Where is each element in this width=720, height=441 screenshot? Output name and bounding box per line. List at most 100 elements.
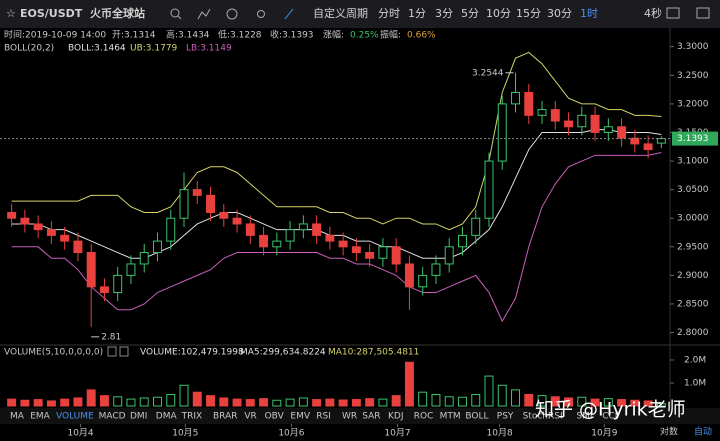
- indicator-tab[interactable]: ROC: [414, 412, 434, 422]
- camera-icon[interactable]: [666, 7, 680, 19]
- candle-body: [285, 229, 295, 242]
- volume-bar: [259, 398, 269, 407]
- candle-body: [550, 109, 560, 122]
- candle-body: [497, 103, 507, 162]
- volume-bar: [590, 398, 600, 407]
- indicator-tab[interactable]: SAR: [362, 412, 380, 422]
- settings-icon[interactable]: [226, 8, 238, 20]
- candle-body: [60, 234, 70, 242]
- volume-bar: [153, 396, 162, 407]
- candle-body: [630, 137, 640, 145]
- volume-tick-label: 1.0M: [684, 378, 706, 388]
- indicator-tab[interactable]: BOLL: [465, 412, 488, 422]
- theme-icon[interactable]: [257, 10, 265, 18]
- indicator-tab[interactable]: RSI: [316, 412, 331, 422]
- price-tag-box: [672, 131, 718, 146]
- indicator-tab[interactable]: WR: [342, 412, 357, 422]
- volume-bar: [325, 398, 335, 407]
- volume-bar: [298, 397, 308, 407]
- volume-bar: [643, 400, 653, 407]
- fullscreen-icon[interactable]: [696, 7, 710, 19]
- y-tick-label: 3.3000: [677, 42, 709, 52]
- indicator-icon[interactable]: [197, 8, 211, 20]
- indicator-tab[interactable]: MACD: [99, 412, 126, 422]
- exchange[interactable]: 火币全球站: [90, 6, 145, 20]
- indicator-tab[interactable]: OBV: [265, 412, 285, 422]
- boll-ub: UB:3.1779: [130, 44, 178, 54]
- period-button[interactable]: 分时: [378, 7, 400, 20]
- volume-bar: [471, 393, 481, 407]
- volume-bar: [20, 399, 30, 407]
- candle-body: [86, 252, 96, 288]
- settings-box[interactable]: [107, 346, 117, 357]
- candle-body: [232, 217, 242, 225]
- volume-bar: [73, 397, 83, 407]
- indicator-tab[interactable]: StochRSI: [523, 412, 563, 422]
- indicator-tab[interactable]: PSY: [497, 412, 514, 422]
- candle-body: [7, 212, 17, 219]
- candle-body: [365, 252, 375, 259]
- volume-bar: [365, 398, 375, 407]
- candle-body: [537, 109, 547, 116]
- period-button[interactable]: 1分: [408, 7, 426, 20]
- period-button[interactable]: 10分: [486, 7, 511, 20]
- volume-bar: [404, 361, 414, 407]
- volume-bar: [33, 399, 43, 407]
- volume-bar: [219, 397, 229, 407]
- candle-body: [603, 126, 613, 133]
- draw-icon[interactable]: [284, 8, 294, 20]
- volume-bar: [206, 395, 216, 407]
- axis-button-auto[interactable]: 自动: [694, 426, 712, 438]
- indicator-tab[interactable]: VOLUME: [56, 412, 94, 422]
- volume-bar: [60, 398, 70, 407]
- y-tick-label: 2.9500: [677, 242, 709, 252]
- indicator-tab[interactable]: CCI: [602, 412, 617, 422]
- period-button[interactable]: 1时: [580, 7, 598, 20]
- indicator-tab[interactable]: EMA: [30, 412, 50, 422]
- period-menu[interactable]: 自定义周期: [313, 6, 368, 20]
- toolbar-extra[interactable]: 4秒: [644, 6, 662, 20]
- axis-button-log[interactable]: 对数: [660, 426, 678, 438]
- volume-bar: [46, 400, 56, 407]
- indicator-tab[interactable]: MTM: [440, 412, 461, 422]
- indicator-tab[interactable]: SMI: [576, 412, 592, 422]
- indicator-tab[interactable]: DMI: [130, 412, 147, 422]
- star-icon[interactable]: ☆: [6, 7, 16, 20]
- indicator-tab[interactable]: EMV: [290, 412, 310, 422]
- volume-bar: [378, 398, 388, 407]
- indicator-tab[interactable]: KDJ: [388, 412, 404, 422]
- toolbar-icons: [170, 7, 710, 20]
- volume-bar: [630, 399, 640, 407]
- candle-body: [126, 263, 136, 276]
- candle-body: [298, 223, 308, 231]
- candle-body: [524, 91, 534, 116]
- y-tick-label: 3.1000: [677, 157, 709, 167]
- price-tag: 3.1393: [677, 134, 709, 144]
- close-box[interactable]: [119, 346, 129, 357]
- indicator-tab[interactable]: TRIX: [181, 412, 203, 422]
- boll-mid: BOLL:3.1464: [68, 44, 126, 54]
- candle-body: [312, 223, 322, 236]
- indicator-tab[interactable]: VR: [244, 412, 256, 422]
- x-tick-label: 10月6: [278, 428, 304, 439]
- candle-body: [643, 143, 653, 151]
- indicator-tab[interactable]: BRAR: [213, 412, 237, 422]
- high-annotation: 3.2544: [472, 68, 504, 78]
- x-tick-label: 10月9: [591, 428, 617, 439]
- indicator-tab[interactable]: DMA: [156, 412, 178, 422]
- period-button[interactable]: 15分: [516, 7, 541, 20]
- candle-body: [418, 274, 428, 288]
- info-close: 收:3.1393: [270, 29, 314, 41]
- search-icon[interactable]: [170, 8, 180, 18]
- volume-bar: [418, 391, 428, 407]
- period-button[interactable]: 5分: [461, 7, 479, 20]
- indicator-tab[interactable]: MA: [10, 412, 25, 422]
- volume-bar: [537, 395, 547, 407]
- volume-bar: [7, 398, 17, 407]
- symbol[interactable]: EOS/USDT: [20, 7, 83, 20]
- x-tick-label: 10月8: [487, 428, 513, 439]
- period-button[interactable]: 30分: [547, 7, 572, 20]
- period-button[interactable]: 3分: [435, 7, 453, 20]
- boll-name: BOLL(20,2): [4, 44, 54, 54]
